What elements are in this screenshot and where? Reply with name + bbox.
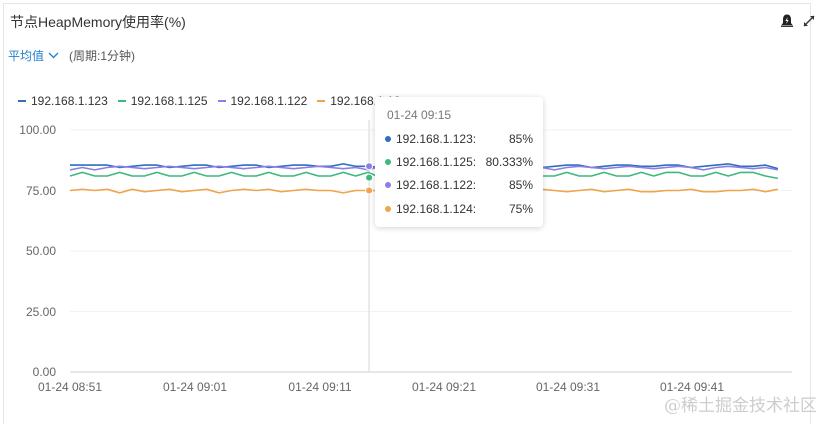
series-dot-icon <box>385 206 391 212</box>
chart-tooltip: 01-24 09:15 192.168.1.123: 85% 192.168.1… <box>375 97 543 227</box>
legend-swatch <box>317 100 326 102</box>
chevron-down-icon <box>48 52 59 59</box>
alarm-bell-icon[interactable] <box>779 13 795 29</box>
panel-actions <box>779 13 817 29</box>
period-label: (周期:1分钟) <box>69 49 136 63</box>
y-tick-label: 0.00 <box>32 365 56 379</box>
tooltip-series-name: 192.168.1.122: <box>396 178 477 192</box>
tooltip-row: 192.168.1.125: 80.333% <box>385 155 533 169</box>
x-tick-label: 01-24 09:31 <box>535 380 601 394</box>
x-tick-label: 01-24 09:21 <box>411 380 477 394</box>
legend-item[interactable]: 192.168.1.123 <box>18 94 108 108</box>
y-tick-label: 25.00 <box>25 305 56 319</box>
aggregation-dropdown[interactable]: 平均值 <box>8 47 59 64</box>
series-dot-icon <box>385 159 391 165</box>
hover-point <box>365 173 374 182</box>
x-tick-label: 01-24 08:51 <box>37 380 103 394</box>
series-dot-icon <box>385 136 391 142</box>
x-tick-label: 01-24 09:41 <box>659 380 725 394</box>
aggregation-label: 平均值 <box>8 49 45 63</box>
expand-icon[interactable] <box>801 13 817 29</box>
tooltip-row: 192.168.1.123: 85% <box>385 132 533 146</box>
y-tick-label: 50.00 <box>25 244 56 258</box>
series-dot-icon <box>385 182 391 188</box>
x-tick-label: 01-24 09:01 <box>162 380 228 394</box>
x-tick-label: 01-24 09:11 <box>288 380 352 394</box>
legend-swatch <box>117 100 126 102</box>
tooltip-row: 192.168.1.122: 85% <box>385 178 533 192</box>
legend-item[interactable]: 192.168.1.125 <box>117 94 208 108</box>
y-tick-label: 75.00 <box>25 184 56 198</box>
legend-swatch <box>217 100 226 102</box>
tooltip-row: 192.168.1.124: 75% <box>385 202 533 216</box>
legend-swatch <box>18 100 26 102</box>
aggregation-bar: 平均值 (周期:1分钟) <box>8 47 135 64</box>
tooltip-series-value: 80.333% <box>485 155 533 169</box>
legend-label: 192.168.1.122 <box>230 94 308 108</box>
tooltip-series-value: 85% <box>508 178 533 192</box>
tooltip-series-value: 85% <box>508 132 533 146</box>
y-tick-label: 100.00 <box>19 123 56 137</box>
hover-point <box>365 186 374 195</box>
tooltip-time: 01-24 09:15 <box>387 108 452 122</box>
legend-item[interactable]: 192.168.1.122 <box>217 94 308 108</box>
tooltip-series-name: 192.168.1.125: <box>396 155 477 169</box>
panel-title: 节点HeapMemory使用率(%) <box>10 14 186 30</box>
legend-label: 192.168.1.123 <box>31 94 108 108</box>
hover-point <box>365 162 374 171</box>
legend-label: 192.168.1.125 <box>130 94 208 108</box>
tooltip-series-name: 192.168.1.123: <box>396 132 477 146</box>
tooltip-series-name: 192.168.1.124: <box>396 202 477 216</box>
watermark: @稀土掘金技术社区 <box>664 396 817 416</box>
tooltip-series-value: 75% <box>508 202 533 216</box>
